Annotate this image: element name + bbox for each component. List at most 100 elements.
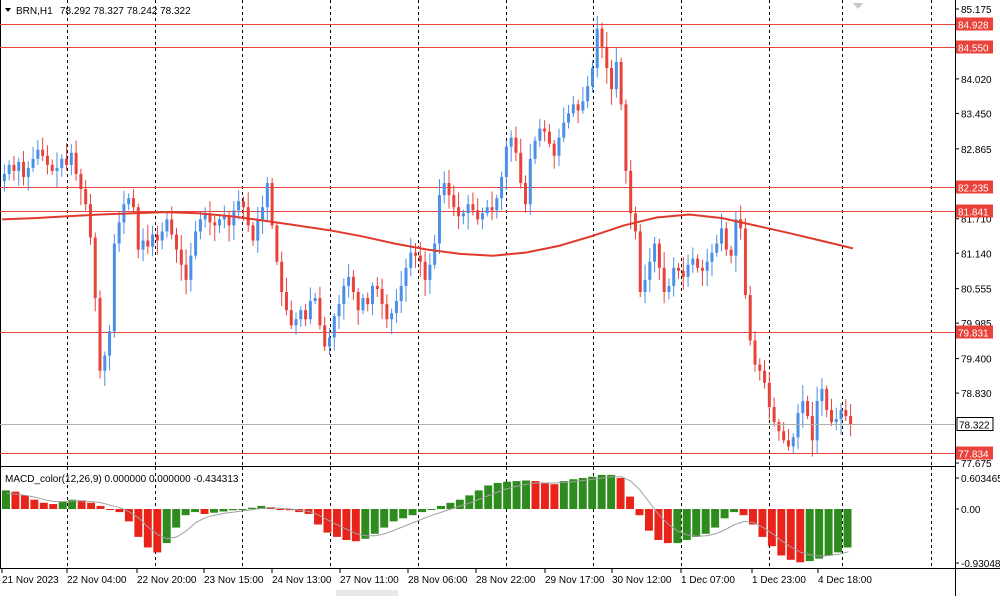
level-value: 81.841 — [958, 208, 989, 219]
candle-body — [337, 304, 341, 317]
macd-bar — [134, 509, 143, 537]
candle-body — [801, 400, 805, 414]
candle-body — [782, 431, 786, 441]
macd-bar — [380, 509, 389, 528]
macd-bar — [493, 482, 502, 509]
candle-body — [127, 198, 131, 205]
macd-bar — [673, 509, 682, 544]
candle-body — [31, 158, 35, 168]
price-tick-label: 78.830 — [961, 389, 992, 400]
candle-body — [777, 422, 781, 432]
macd-bar — [626, 496, 635, 509]
candle-body — [332, 316, 336, 338]
level-value: 77.834 — [958, 450, 989, 461]
candle-body — [490, 207, 494, 211]
level-value: 84.928 — [958, 21, 989, 32]
price-tick-label: 84.020 — [961, 75, 992, 86]
candle-body — [849, 416, 853, 424]
candle-body — [112, 243, 116, 332]
candle-body — [261, 207, 265, 220]
macd-bar — [796, 509, 805, 563]
candle-body — [605, 46, 609, 69]
candle-body — [151, 234, 155, 247]
macd-bar — [418, 509, 426, 513]
candle-body — [155, 234, 159, 241]
level-badge — [956, 40, 993, 54]
horizontal-scrollbar[interactable] — [336, 590, 398, 596]
macd-bar — [106, 509, 114, 510]
candle-body — [347, 276, 351, 286]
price-tick-label: 82.865 — [961, 145, 992, 156]
macd-bar — [68, 499, 77, 509]
candle-body — [743, 228, 747, 296]
macd-tick-label: 0.603465 — [961, 474, 1000, 485]
macd-bar — [550, 484, 559, 509]
ohlc-label: 78.292 78.327 78.242 78.322 — [60, 6, 191, 17]
candle-body — [810, 416, 814, 441]
candle-body — [557, 137, 561, 156]
candle-body — [466, 204, 470, 214]
price-tick-label: 85.175 — [961, 5, 992, 16]
candle-body — [280, 261, 284, 292]
candle-body — [791, 437, 795, 447]
macd-bar — [96, 505, 105, 509]
candle-body — [136, 207, 140, 250]
time-tick-label: 22 Nov 04:00 — [67, 575, 127, 586]
candle-body — [672, 267, 676, 286]
candle-body — [600, 28, 604, 47]
candle-body — [418, 255, 422, 262]
candle-body — [758, 364, 762, 371]
candle-body — [543, 128, 547, 132]
candle-body — [461, 213, 465, 217]
candle-body — [724, 228, 728, 250]
candle-body — [509, 137, 513, 147]
candle-body — [184, 264, 188, 280]
candle-body — [748, 295, 752, 341]
macd-bar — [408, 509, 417, 516]
time-tick-label: 22 Nov 20:00 — [137, 575, 197, 586]
candle-body — [251, 225, 255, 241]
candle-body — [829, 410, 833, 423]
macd-bar — [569, 479, 578, 509]
candle-body — [342, 285, 346, 305]
macd-bar — [2, 490, 10, 509]
caret-down-icon[interactable] — [5, 8, 11, 12]
candle-body — [457, 207, 461, 217]
chart-shift-marker-icon[interactable] — [853, 3, 863, 9]
macd-bar — [11, 491, 20, 509]
level-badge — [956, 180, 993, 194]
time-tick-label: 30 Nov 12:00 — [612, 575, 672, 586]
macd-bar — [172, 509, 181, 528]
candle-body — [208, 213, 212, 223]
candle-body — [720, 228, 724, 244]
candle-body — [50, 164, 54, 171]
macd-bar — [210, 509, 218, 513]
candle-body — [442, 183, 446, 196]
level-value: 82.235 — [958, 184, 989, 195]
candle-body — [480, 213, 484, 220]
candle-body — [98, 298, 102, 371]
macd-bar — [228, 509, 237, 511]
price-tick-label: 81.140 — [961, 249, 992, 260]
macd-bar — [805, 509, 814, 562]
macd-bar — [711, 509, 720, 528]
candle-body — [146, 240, 150, 247]
candle-body — [676, 267, 680, 271]
candle-body — [160, 231, 164, 241]
candle-body — [45, 155, 49, 165]
macd-bar — [767, 509, 776, 547]
macd-bar — [692, 509, 701, 537]
level-badge — [956, 325, 993, 339]
macd-bar — [607, 474, 616, 509]
macd-bar — [20, 495, 29, 509]
candle-body — [576, 104, 580, 111]
candle-body — [60, 158, 64, 168]
candle-body — [590, 68, 594, 87]
candle-body — [265, 183, 269, 208]
time-tick-label: 23 Nov 15:00 — [204, 575, 264, 586]
candle-body — [485, 207, 489, 214]
candle-body — [700, 267, 704, 271]
candle-body — [710, 252, 714, 262]
